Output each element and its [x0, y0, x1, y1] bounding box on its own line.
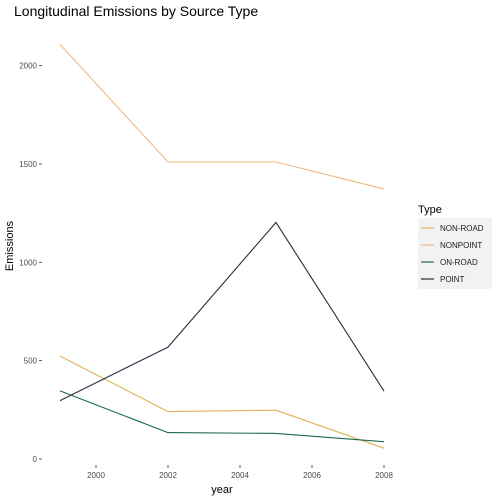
legend-label-point: POINT — [440, 275, 465, 284]
legend-title: Type — [418, 204, 442, 216]
legend-label-on-road: ON-ROAD — [440, 258, 478, 267]
y-axis-title: Emissions — [4, 220, 16, 271]
series-line-point — [59, 221, 385, 402]
x-tick-label: 2002 — [159, 471, 177, 480]
plot-lines — [59, 44, 385, 449]
chart-title: Longitudinal Emissions by Source Type — [14, 3, 258, 19]
legend-background — [418, 218, 492, 289]
x-tick-label: 2000 — [87, 471, 105, 480]
x-tick-label: 2004 — [231, 471, 249, 480]
y-tick-label: 0 — [33, 455, 38, 464]
x-tick-label: 2008 — [375, 471, 393, 480]
legend-label-nonpoint: NONPOINT — [440, 241, 482, 250]
y-tick-label: 500 — [24, 357, 38, 366]
legend: Type NON-ROAD NONPOINT ON-ROAD POINT — [418, 204, 492, 289]
y-tick-label: 2000 — [19, 62, 37, 71]
y-tick-label: 1000 — [19, 258, 37, 267]
y-tick-label: 1500 — [19, 160, 37, 169]
x-axis-title: year — [211, 484, 233, 496]
series-line-on-road — [59, 390, 385, 443]
x-tick-label: 2006 — [303, 471, 321, 480]
y-axis: 0 500 1000 1500 2000 — [19, 62, 42, 464]
series-line-nonpoint — [59, 44, 385, 190]
legend-label-non-road: NON-ROAD — [440, 224, 484, 233]
x-axis: 2000 2002 2004 2006 2008 — [87, 465, 393, 480]
series-line-non-road — [59, 355, 385, 449]
